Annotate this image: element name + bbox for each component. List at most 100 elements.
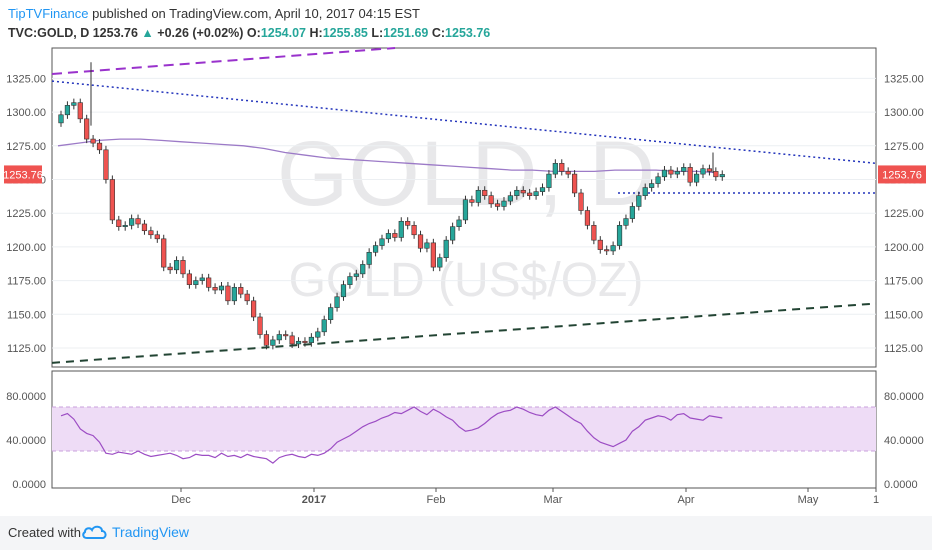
y-tick-label-left: 1175.00	[7, 276, 46, 288]
candle	[289, 331, 295, 348]
candle	[559, 159, 565, 176]
rsi-tick-label-right: 80.0000	[884, 391, 924, 403]
candle	[379, 234, 385, 250]
candle-up	[629, 206, 635, 219]
candle	[430, 238, 436, 272]
candle	[238, 283, 244, 299]
candle	[276, 330, 282, 344]
candle	[109, 175, 115, 224]
candle-up	[398, 220, 404, 238]
x-tick-label: Apr	[677, 494, 694, 506]
support-trendline	[51, 302, 877, 364]
candle	[668, 166, 674, 179]
low-label: L:	[371, 26, 384, 40]
tradingview-brand[interactable]: TradingView	[112, 524, 190, 540]
candle	[340, 280, 347, 301]
candle-up	[636, 195, 642, 207]
close-label: C:	[431, 26, 446, 40]
candle-up	[610, 245, 616, 252]
candle-down	[238, 287, 244, 295]
y-tick-label-right: 1275.00	[884, 141, 924, 153]
candle	[687, 163, 693, 187]
candle-up	[173, 260, 180, 271]
candle-down	[116, 219, 122, 227]
price-axes: 1125.00 1125.00 1150.00 1150.00 1175.00 1175.…	[3, 73, 926, 355]
candle	[244, 290, 250, 305]
publisher-name[interactable]: TipTVFinance	[8, 6, 89, 21]
candle-up	[700, 168, 706, 175]
candle	[173, 256, 180, 274]
rsi-tick-label-left: 80.0000	[6, 391, 46, 403]
publish-line: TipTVFinance published on TradingView.co…	[8, 6, 420, 21]
candle-up	[552, 163, 558, 175]
candle-up	[129, 218, 135, 226]
candle	[469, 195, 475, 207]
candle-down	[263, 334, 270, 346]
candle	[494, 199, 501, 211]
candle	[649, 179, 655, 192]
moving-average-line	[57, 138, 719, 174]
candle	[488, 191, 494, 208]
candle-up	[655, 176, 661, 184]
candle	[270, 335, 276, 350]
candle	[533, 187, 539, 200]
candle	[405, 217, 411, 230]
candle-down	[90, 138, 96, 144]
candle-up	[231, 287, 237, 302]
candle	[58, 110, 64, 127]
rsi-band	[52, 407, 876, 451]
candle	[507, 191, 514, 206]
candle-up	[199, 277, 205, 281]
candle	[456, 215, 462, 231]
candle	[681, 163, 687, 176]
candle	[353, 269, 359, 281]
candle-down	[591, 225, 597, 241]
candle-down	[77, 102, 83, 120]
candle-down	[96, 142, 103, 151]
candle-up	[276, 334, 282, 341]
candle-up	[507, 195, 514, 202]
candle-down	[283, 334, 289, 337]
candle-down	[148, 230, 154, 236]
candle-up	[360, 264, 366, 275]
candle	[520, 186, 526, 198]
candle-up	[649, 183, 655, 188]
gold-daily-chart[interactable]: GOLD, D GOLD (US$/OZ) 1125.00 1125.001150…	[0, 0, 932, 516]
candle	[642, 183, 648, 200]
y-tick-label-left: 1200.00	[6, 242, 46, 254]
candle	[212, 283, 218, 295]
candle-down	[154, 234, 160, 240]
candle-down	[488, 195, 494, 205]
last-price-badge-right	[878, 165, 926, 184]
candle	[578, 188, 584, 215]
candle	[501, 197, 507, 211]
candle-up	[450, 226, 456, 241]
published-text: published on TradingView.com, April 10, …	[92, 6, 420, 21]
candle-down	[186, 273, 193, 285]
candle	[141, 219, 148, 235]
candle-down	[469, 199, 475, 203]
candle	[584, 206, 591, 230]
candle	[225, 281, 231, 305]
candle-up	[58, 114, 64, 124]
candle-down	[559, 163, 565, 172]
candle-down	[571, 173, 578, 194]
candle-down	[706, 168, 713, 172]
candle-down	[289, 335, 295, 345]
moving-average	[57, 138, 719, 174]
candle-down	[212, 287, 218, 291]
candle	[161, 234, 167, 272]
y-tick-label-right: 1225.00	[884, 208, 924, 220]
candle	[706, 164, 713, 176]
candle-down	[482, 189, 488, 196]
tradingview-cloud-icon[interactable]	[82, 523, 108, 541]
candle	[597, 236, 603, 254]
high-label: H:	[309, 26, 323, 40]
candle	[546, 170, 552, 192]
candle-up	[501, 200, 507, 207]
candle-down	[687, 167, 693, 183]
rsi-tick-label-right: 40.0000	[884, 435, 924, 447]
candle-down	[405, 220, 411, 226]
candle	[334, 292, 340, 312]
candle	[655, 172, 661, 188]
